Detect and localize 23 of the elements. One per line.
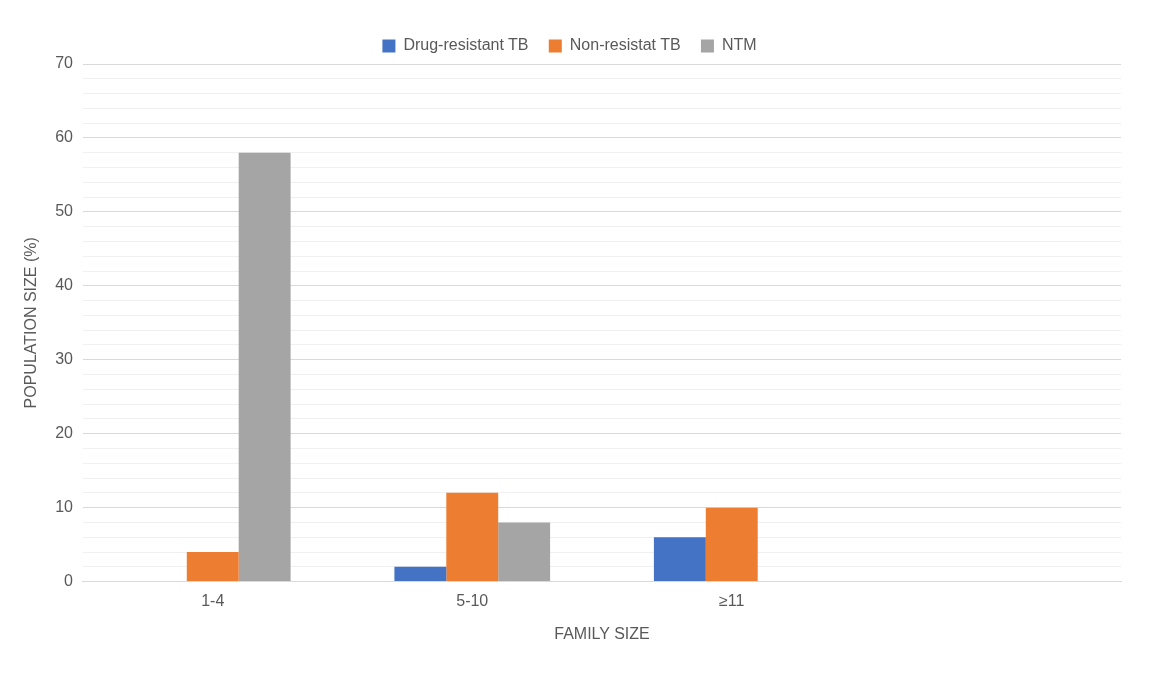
bar (446, 492, 499, 582)
y-tick-label: 40 (55, 276, 74, 294)
bar (394, 566, 447, 582)
y-tick-label: 30 (55, 350, 74, 368)
legend-label: Drug-resistant TB (403, 36, 529, 54)
y-tick-label: 50 (55, 202, 74, 220)
bar (653, 537, 706, 582)
bar (238, 152, 291, 582)
y-tick-label: 0 (64, 572, 74, 590)
x-tick-label: 5-10 (456, 591, 489, 609)
x-tick-label: ≥11 (719, 591, 745, 609)
y-tick-label: 20 (55, 424, 74, 442)
bar (705, 507, 758, 582)
y-tick-label: 10 (55, 498, 74, 516)
bar (498, 522, 551, 582)
x-axis-title: FAMILY SIZE (554, 624, 650, 642)
legend-label: NTM (721, 36, 757, 54)
y-tick-label: 70 (55, 54, 74, 72)
legend-label: Non-resistat TB (569, 36, 681, 54)
y-axis-title: POPULATION SIZE (%) (22, 237, 40, 409)
bar (186, 552, 239, 582)
x-tick-label: 1-4 (201, 591, 225, 609)
y-tick-label: 60 (55, 128, 74, 146)
